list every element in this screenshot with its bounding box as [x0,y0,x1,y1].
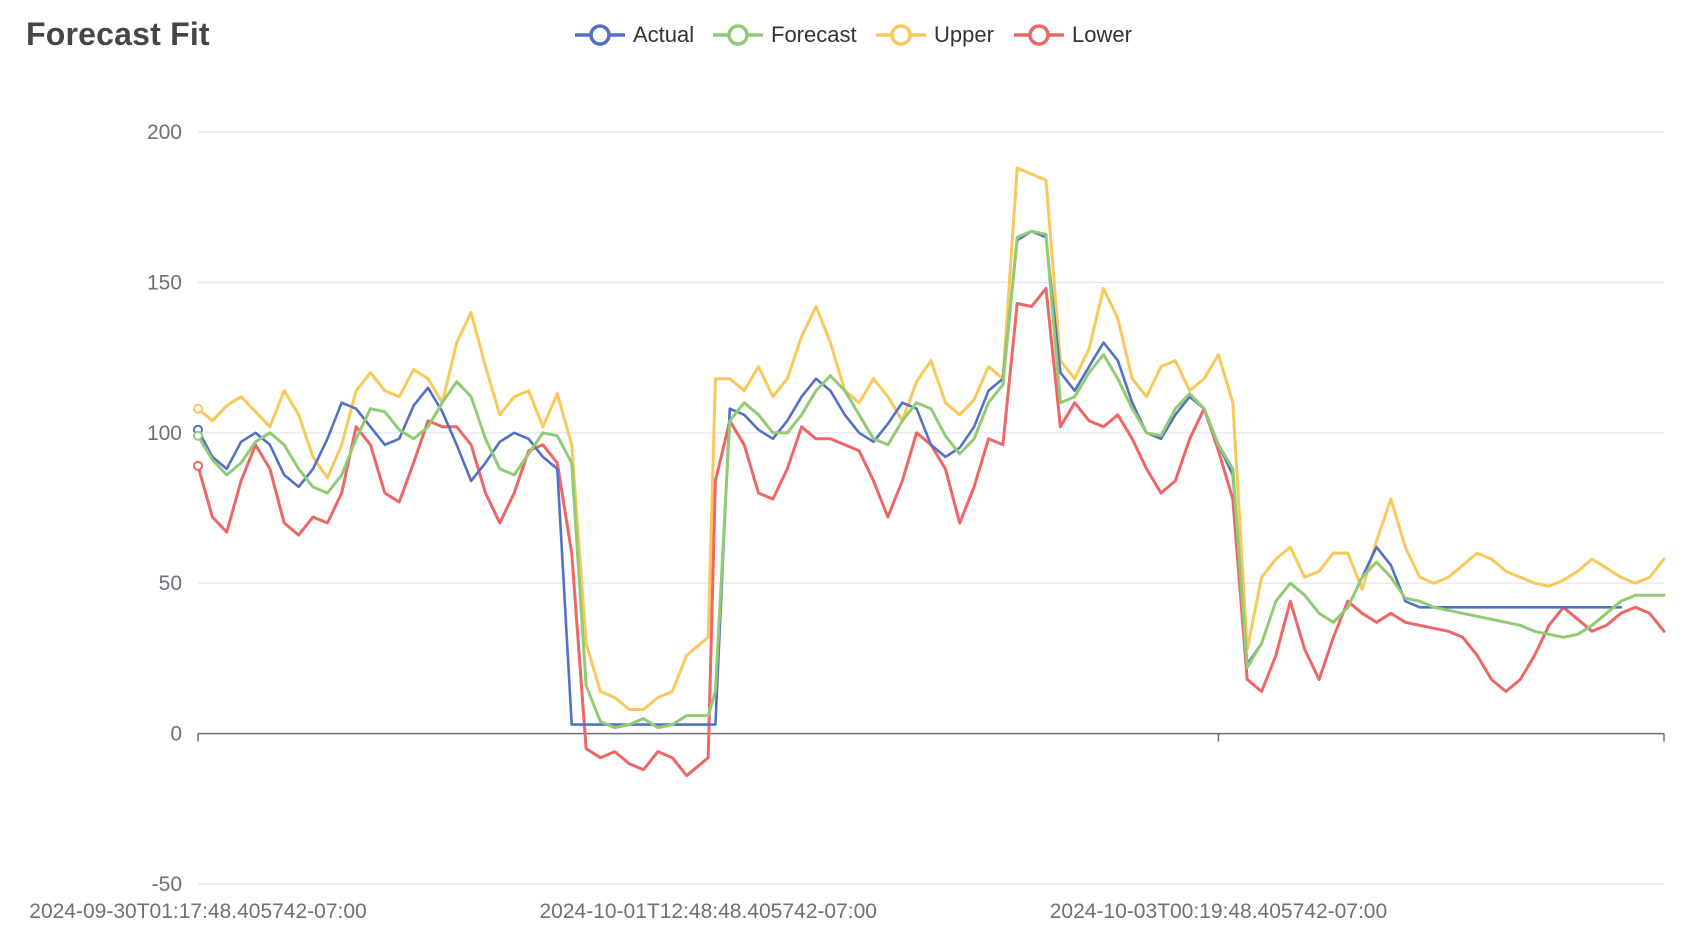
y-tick-label: 100 [147,422,182,445]
y-tick-label: -50 [152,873,182,896]
legend-label-upper: Upper [934,22,994,47]
series-line-actual [196,230,1623,726]
legend-label-forecast: Forecast [771,22,857,47]
y-tick-label: 150 [147,271,182,294]
chart-title: Forecast Fit [26,16,210,52]
legend-upper-icon [876,24,926,46]
legend-label-lower: Lower [1072,22,1132,47]
legend-item-forecast[interactable]: Forecast [713,18,857,52]
legend-actual-icon [575,24,625,46]
point-forecast [193,430,203,441]
x-tick-label: 2024-10-03T00:19:48.405742-07:00 [1050,900,1387,923]
y-tick-label: 50 [159,572,182,595]
grid-lines [198,131,1664,885]
series-line-lower [196,286,1666,778]
legend-lower-icon [1014,24,1064,46]
x-tick-label: 2024-10-01T12:48:48.405742-07:00 [539,900,876,923]
point-lower [193,460,203,471]
y-tick-label: 0 [170,723,182,746]
legend-item-actual[interactable]: Actual [575,18,694,52]
y-axis-ticks: 200 150 100 50 0 -50 [147,121,182,896]
legend-item-upper[interactable]: Upper [876,18,994,52]
legend-item-lower[interactable]: Lower [1014,18,1132,52]
legend-forecast-icon [713,24,763,46]
point-upper [193,403,203,414]
legend: Actual Forecast Upper Lower [0,18,1682,52]
x-tick-label: 2024-09-30T01:17:48.405742-07:00 [29,900,366,923]
x-axis: 2024-09-30T01:17:48.405742-07:00 2024-10-… [29,732,1665,923]
legend-label-actual: Actual [633,22,695,47]
series-line-upper [196,166,1666,711]
series-line-forecast [196,229,1666,730]
series-lines [193,166,1666,778]
y-tick-label: 200 [147,121,182,144]
